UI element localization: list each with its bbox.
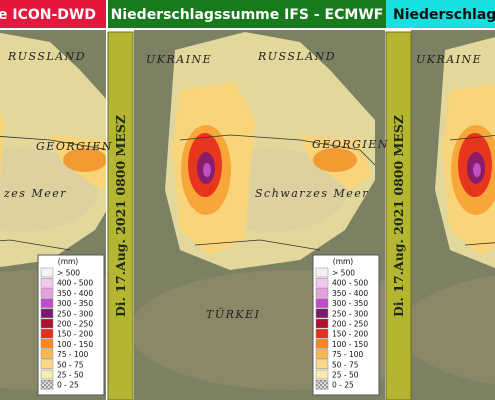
legend-swatch xyxy=(315,379,329,390)
map-label: RUSSLAND xyxy=(257,50,336,63)
map-label: GEORGIEN xyxy=(36,140,113,153)
legend-unit: (mm) xyxy=(58,257,79,266)
legend-item: > 500 xyxy=(57,269,80,278)
legend-item: 150 - 200 xyxy=(57,330,93,339)
legend-swatch xyxy=(315,339,329,349)
legend-item: 100 - 150 xyxy=(57,340,93,349)
date-label: Di. 17.Aug. 2021 0800 MESZ xyxy=(391,115,406,317)
panel-header: Niederschlagssumme IFS - ECMWF xyxy=(111,7,384,23)
legend-item: 50 - 75 xyxy=(332,360,359,369)
legend-swatch xyxy=(315,369,329,380)
legend-swatch xyxy=(315,308,329,319)
date-strip xyxy=(385,31,412,400)
terrain-dark xyxy=(411,275,495,385)
legend-swatch xyxy=(40,359,54,370)
legend-swatch xyxy=(40,379,54,390)
legend-item: 100 - 150 xyxy=(332,340,368,349)
legend-item: 50 - 75 xyxy=(57,360,84,369)
legend-item: 400 - 500 xyxy=(332,279,368,288)
border xyxy=(179,134,376,251)
legend-item: 25 - 50 xyxy=(57,371,84,380)
border xyxy=(449,135,495,246)
legend-swatch xyxy=(40,298,54,308)
legend-item: 200 - 250 xyxy=(57,320,93,329)
legend-item: 300 - 350 xyxy=(332,299,368,308)
legend-swatch xyxy=(315,288,329,298)
legend-item: 300 - 350 xyxy=(57,299,93,308)
legend-item: 0 - 25 xyxy=(332,381,354,390)
legend-swatch xyxy=(40,267,54,278)
precip-25 xyxy=(0,32,106,268)
map-label: UKRAINE xyxy=(146,53,212,66)
header-bg xyxy=(108,0,386,28)
legend-swatch xyxy=(315,267,329,278)
precip-300 xyxy=(203,163,211,177)
legend-swatch xyxy=(315,298,329,308)
precip-100b xyxy=(313,148,357,172)
legend-item: 0 - 25 xyxy=(57,381,79,390)
legend-swatch xyxy=(40,288,54,298)
precip-300 xyxy=(473,163,481,177)
legend-item: 25 - 50 xyxy=(332,371,359,380)
map xyxy=(411,30,495,400)
legend-swatch xyxy=(315,349,329,359)
legend-swatch xyxy=(315,277,329,288)
legend-unit: (mm) xyxy=(333,257,354,266)
map-label: UKRAINE xyxy=(416,53,482,66)
legend-item: 200 - 250 xyxy=(332,320,368,329)
legend-item: 250 - 300 xyxy=(332,309,368,318)
legend-item: 250 - 300 xyxy=(57,309,93,318)
legend-swatch xyxy=(40,318,54,329)
map-label: Schwarzes Meer xyxy=(255,187,369,200)
precip-50 xyxy=(0,110,5,180)
date-label: Di. 17.Aug. 2021 0800 MESZ xyxy=(113,115,128,317)
legend-swatch xyxy=(315,318,329,329)
panel-header: Niederschlag xyxy=(393,7,495,23)
legend-item: 350 - 400 xyxy=(57,289,93,298)
header-bg xyxy=(0,0,106,28)
legend-swatch xyxy=(315,328,329,339)
legend-swatch xyxy=(315,359,329,370)
border xyxy=(0,136,106,251)
legend-item: 75 - 100 xyxy=(57,350,89,359)
legend-swatch xyxy=(40,328,54,339)
panel-header: e ICON-DWD xyxy=(0,7,96,23)
map-label: GEORGIEN xyxy=(312,138,389,151)
map-label: TÜRKEI xyxy=(206,307,260,321)
map-label: zes Meer xyxy=(3,187,67,200)
precip-100b xyxy=(63,148,106,172)
legend-swatch xyxy=(40,349,54,359)
legend-item: 150 - 200 xyxy=(332,330,368,339)
date-strip xyxy=(107,31,134,400)
map xyxy=(134,30,385,400)
legend-item: 350 - 400 xyxy=(332,289,368,298)
legend-item: 400 - 500 xyxy=(57,279,93,288)
header-bg xyxy=(386,0,495,28)
legend-item: > 500 xyxy=(332,269,355,278)
legend-swatch xyxy=(40,339,54,349)
legend-swatch xyxy=(40,277,54,288)
map-label: RUSSLAND xyxy=(7,50,86,63)
legend-swatch xyxy=(40,369,54,380)
legend-item: 75 - 100 xyxy=(332,350,364,359)
legend-swatch xyxy=(40,308,54,319)
